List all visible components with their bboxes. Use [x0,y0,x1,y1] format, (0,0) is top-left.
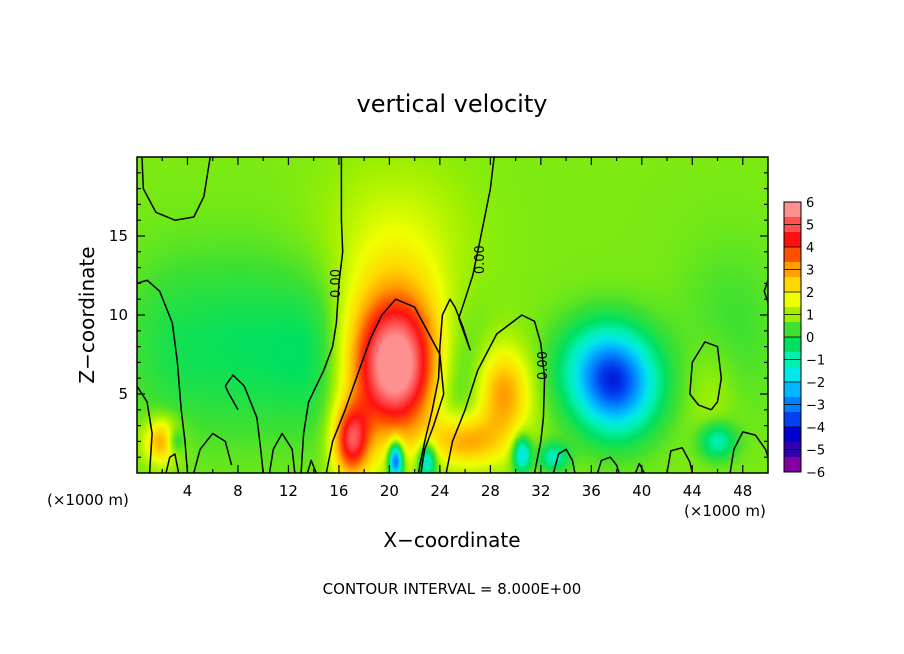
x-axis-label: X−coordinate [383,528,520,552]
colorbar-tick-label: −6 [806,466,825,481]
zero-contour-line [306,459,317,474]
colorbar-swatch [784,292,801,308]
colorbar-tick-label: 5 [806,219,814,234]
zero-contour-line [417,156,495,474]
x-tick-label: 28 [481,482,500,500]
zero-contour-line [268,432,296,474]
contour-interval-note: CONTOUR INTERVAL = 8.000E+00 [323,580,582,598]
colorbar-tick-label: −1 [806,354,825,369]
x-tick-label: 16 [329,482,348,500]
colorbar-swatch [784,322,801,338]
colorbar-tick-label: 1 [806,309,814,324]
x-unit-left: (×1000 m) [47,491,129,509]
zero-contour-line [224,385,239,411]
colorbar-swatch [784,337,801,353]
colorbar-tick-label: −2 [806,376,825,391]
colorbar-swatch [784,232,801,248]
zero-contour-line [634,462,645,474]
x-tick-label: 44 [683,482,702,500]
x-tick-label: 32 [531,482,550,500]
zero-contour-line [136,279,189,474]
colorbar-swatch [784,427,801,443]
colorbar-swatch [784,412,801,428]
x-tick-label: 36 [582,482,601,500]
y-axis-ticks: 5 10 15 [109,172,768,458]
x-unit-right: (×1000 m) [684,502,766,520]
colorbar-swatch [784,367,801,383]
colorbar-tick-label: 6 [806,196,814,211]
velocity-heatmap [137,157,768,473]
zero-contour-line [224,374,264,474]
zero-contour-line [165,453,180,474]
x-axis-ticks: 4 8 12 16 20 24 28 32 36 40 44 48 [161,157,752,500]
x-tick-label: 12 [279,482,298,500]
zero-contour-line [689,341,723,411]
zero-contour-line [193,432,233,474]
colorbar-swatch [784,382,801,398]
colorbar-swatch [784,277,801,293]
colorbar-tick-label: 4 [806,241,814,256]
plot-area: 0.00 0.00 0.00 [136,156,769,474]
y-tick-label: 15 [109,227,128,245]
zero-contour-line [300,157,344,474]
y-tick-label: 5 [118,385,128,403]
x-tick-label: 4 [183,482,193,500]
chart-title: vertical velocity [357,90,548,118]
zero-contour-line [596,456,620,474]
zero-contour-line [445,314,546,474]
x-tick-label: 8 [233,482,243,500]
zero-contour-line [666,446,694,474]
colorbar-tick-label: 0 [806,331,814,346]
contour-label: 0.00 [473,245,488,274]
x-tick-label: 20 [380,482,399,500]
colorbar-tick-label: 3 [806,264,814,279]
contour-labels: 0.00 0.00 0.00 [329,245,551,380]
colorbar-swatch [784,202,801,218]
zero-contour-line [141,156,211,221]
zero-contour-line [552,448,576,474]
colorbar-swatch [784,457,801,473]
y-axis-label: Z−coordinate [75,246,99,383]
zero-contour-line [729,431,769,474]
contour-label: 0.00 [329,269,344,298]
colorbar-swatch [784,247,801,263]
colorbar-tick-label: −4 [806,421,825,436]
x-tick-label: 48 [733,482,752,500]
y-tick-label: 10 [109,306,128,324]
colorbar: 6 5 4 3 2 1 0 −1 −2 −3 −4 −5 −6 [783,196,825,481]
x-tick-label: 40 [632,482,651,500]
colorbar-tick-label: −5 [806,444,825,459]
contour-label: 0.00 [536,351,551,380]
zero-contour-line [325,298,445,474]
colorbar-tick-label: −3 [806,399,825,414]
x-tick-label: 24 [430,482,449,500]
colorbar-tick-label: 2 [806,286,814,301]
